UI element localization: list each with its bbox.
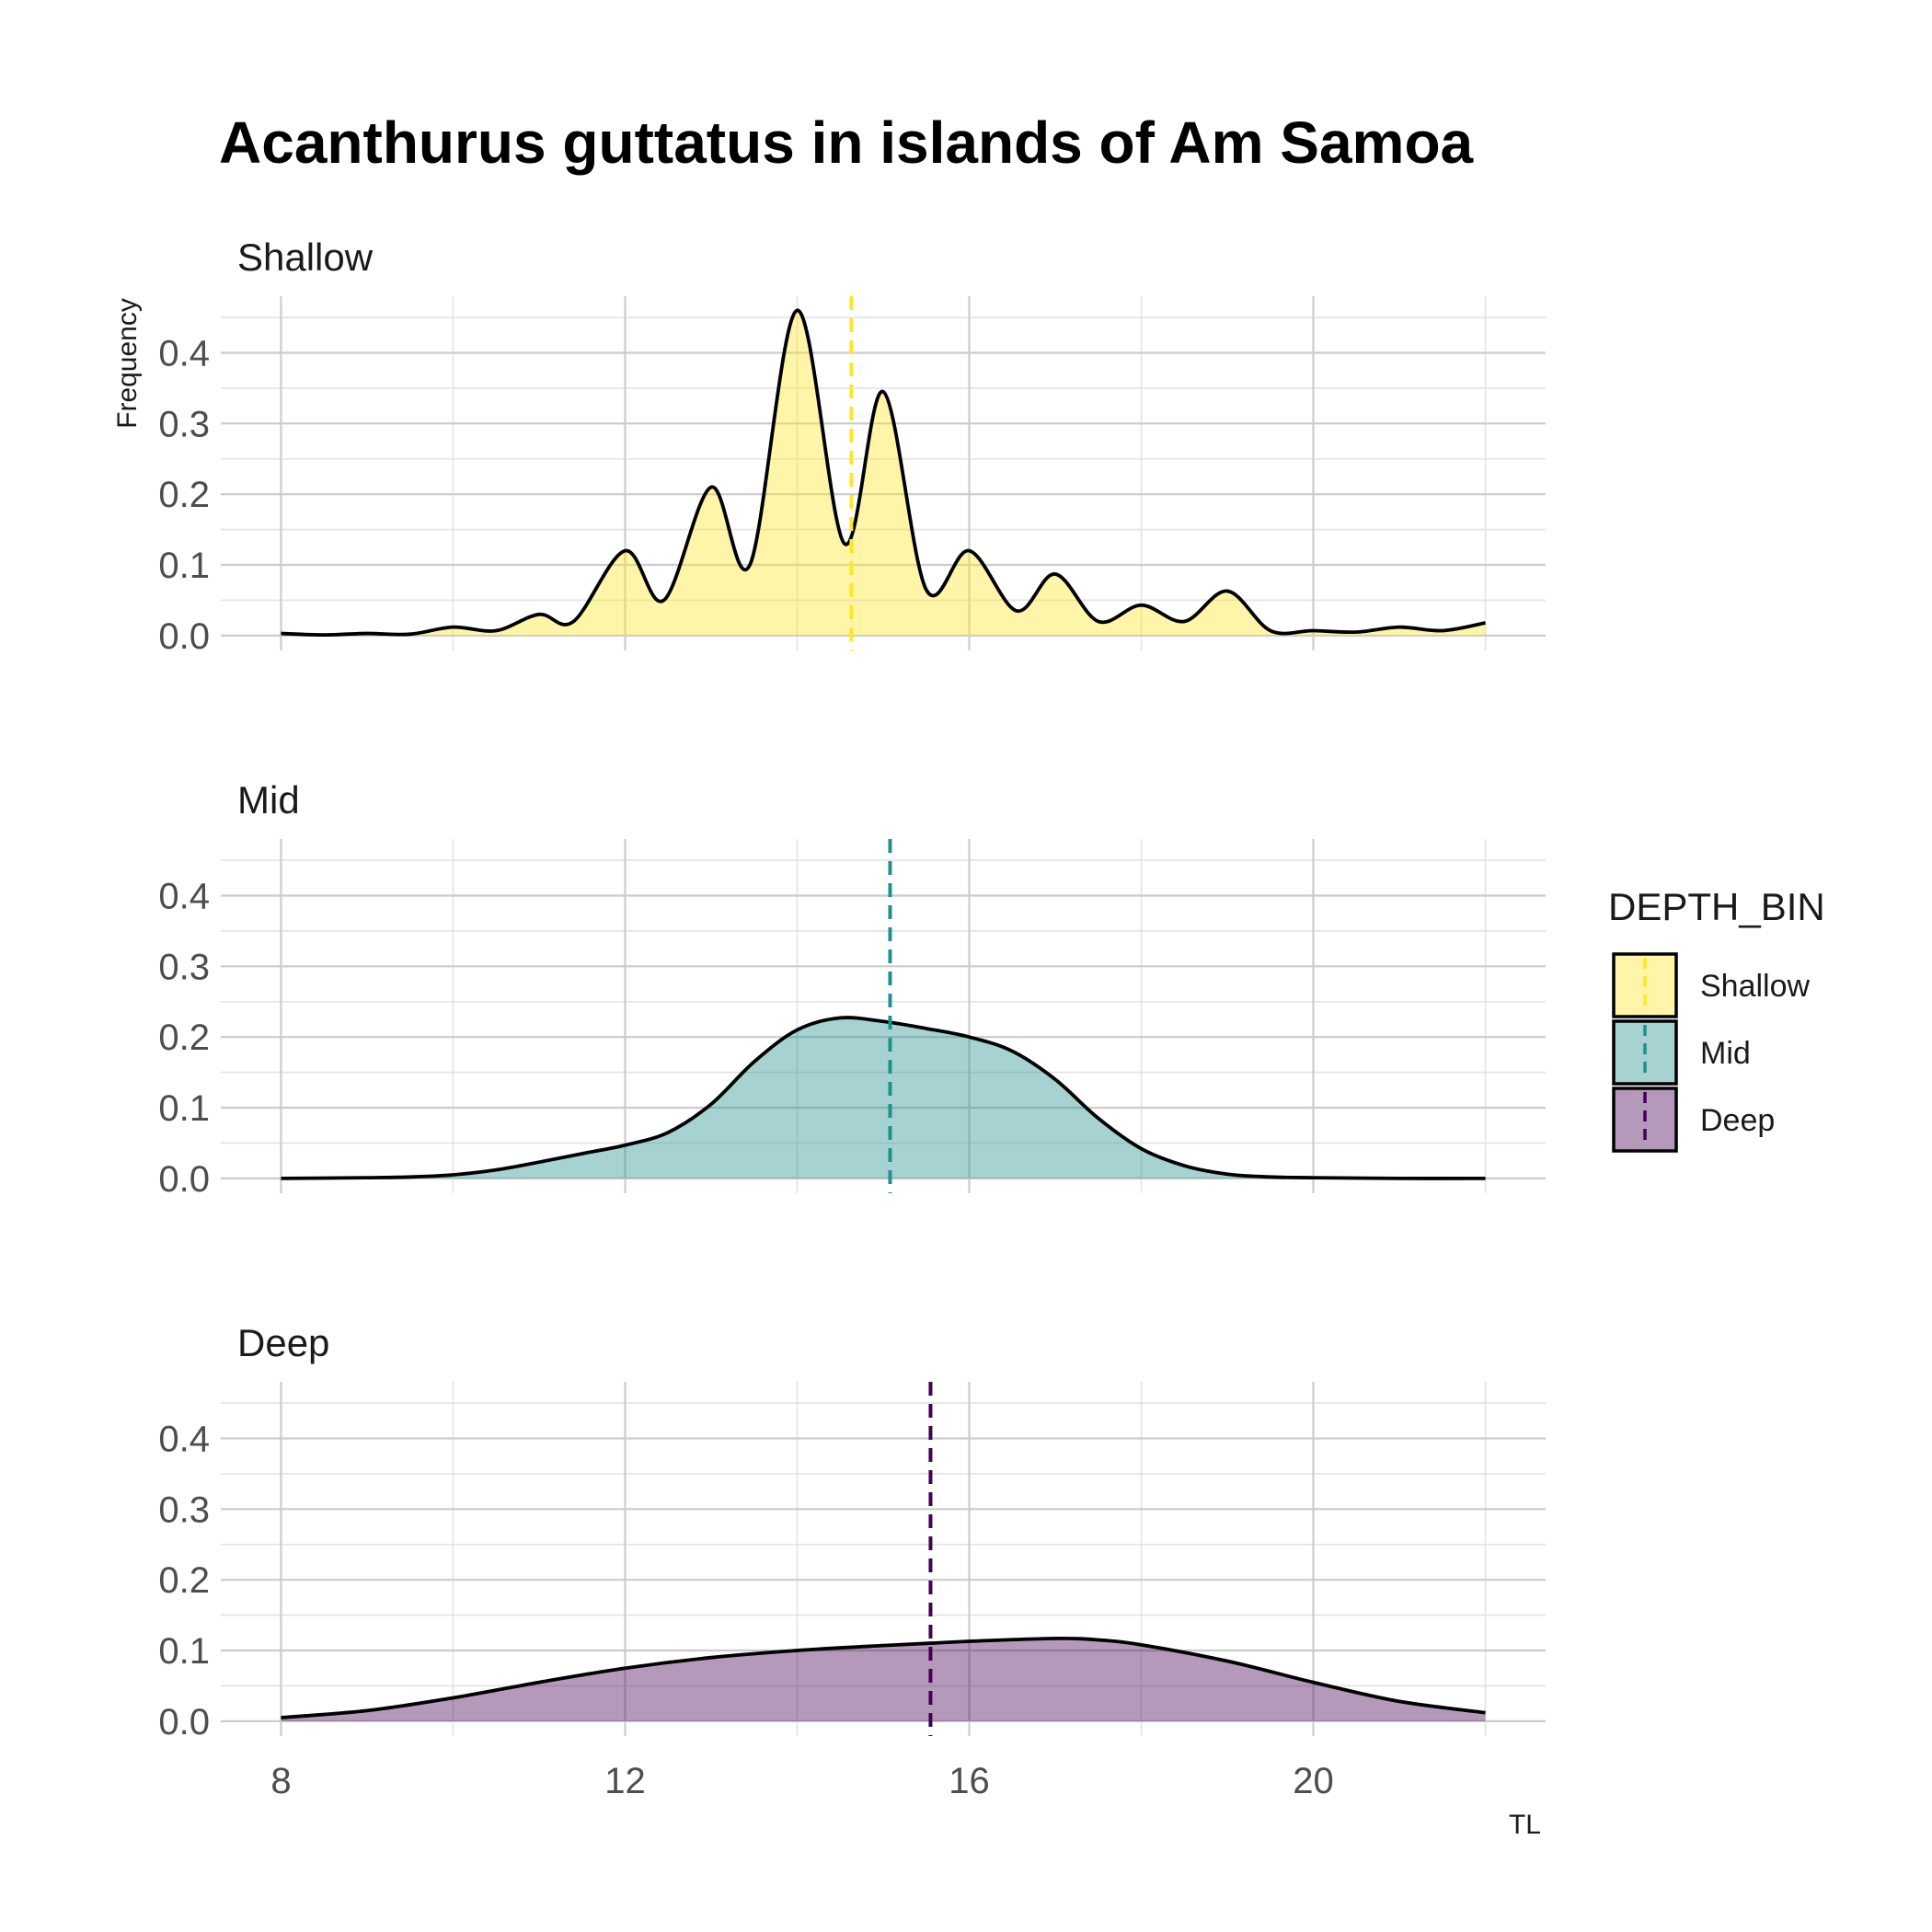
panel-shallow: Shallow 0.0 0.1 0.2 0.3 0.4	[158, 236, 1546, 657]
legend-label: Deep	[1700, 1103, 1775, 1138]
density-area-mid	[281, 1018, 1486, 1179]
y-tick-label: 0.2	[158, 1560, 210, 1601]
y-tick-label: 0.1	[158, 1631, 210, 1672]
panel-deep: Deep 0.0 0.1 0.2 0.3 0.4	[158, 1321, 1546, 1742]
y-tick-label: 0.4	[158, 1419, 210, 1459]
y-axis-label: Frequency	[112, 298, 143, 429]
y-tick-label: 0.3	[158, 1489, 210, 1530]
x-tick-label: 8	[270, 1761, 291, 1801]
facet-panels: Shallow 0.0 0.1 0.2 0.3 0.4 Mid 0.0 0.1 0.2 0.3 0.4…	[158, 236, 1546, 1801]
y-tick-label: 0.1	[158, 546, 210, 586]
y-tick-label: 0.1	[158, 1088, 210, 1129]
density-area-shallow	[281, 310, 1486, 636]
y-tick-label: 0.0	[158, 1702, 210, 1742]
y-tick-label: 0.4	[158, 333, 210, 374]
legend-key-deep: Deep	[1612, 1087, 1775, 1153]
y-tick-label: 0.3	[158, 404, 210, 444]
density-line-mid	[281, 1016, 1486, 1180]
facet-label-shallow: Shallow	[237, 236, 374, 279]
facet-label-deep: Deep	[237, 1321, 329, 1364]
y-tick-label: 0.0	[158, 616, 210, 657]
legend-key-mid: Mid	[1612, 1019, 1751, 1086]
density-line-shallow	[281, 308, 1486, 637]
chart-title: Acanthurus guttatus in islands of Am Sam…	[219, 109, 1474, 176]
legend: DEPTH_BIN Shallow Mid Deep	[1608, 885, 1825, 1153]
panel-mid: Mid 0.0 0.1 0.2 0.3 0.4	[158, 778, 1546, 1200]
density-line-deep	[281, 1636, 1486, 1719]
density-area-deep	[281, 1638, 1486, 1721]
x-tick-label: 20	[1293, 1761, 1334, 1801]
x-tick-label: 12	[604, 1761, 646, 1801]
legend-label: Mid	[1700, 1036, 1751, 1071]
y-tick-label: 0.2	[158, 1018, 210, 1058]
facet-label-mid: Mid	[237, 778, 300, 822]
y-tick-label: 0.3	[158, 947, 210, 987]
x-tick-label: 16	[949, 1761, 990, 1801]
legend-key-shallow: Shallow	[1612, 952, 1811, 1018]
x-axis-label: TL	[1509, 1810, 1541, 1840]
legend-title: DEPTH_BIN	[1608, 885, 1825, 928]
y-tick-label: 0.4	[158, 876, 210, 916]
y-tick-label: 0.2	[158, 475, 210, 515]
y-tick-label: 0.0	[158, 1159, 210, 1200]
legend-label: Shallow	[1700, 969, 1811, 1004]
